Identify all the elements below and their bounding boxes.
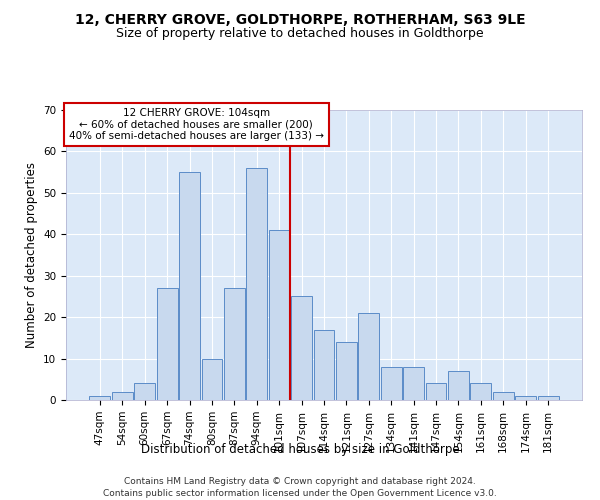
Bar <box>269 230 290 400</box>
Bar <box>336 342 357 400</box>
Bar <box>179 172 200 400</box>
Text: Contains public sector information licensed under the Open Government Licence v3: Contains public sector information licen… <box>103 489 497 498</box>
Bar <box>134 384 155 400</box>
Bar <box>381 367 401 400</box>
Text: 12, CHERRY GROVE, GOLDTHORPE, ROTHERHAM, S63 9LE: 12, CHERRY GROVE, GOLDTHORPE, ROTHERHAM,… <box>74 12 526 26</box>
Bar <box>470 384 491 400</box>
Bar <box>202 358 223 400</box>
Y-axis label: Number of detached properties: Number of detached properties <box>25 162 38 348</box>
Bar <box>157 288 178 400</box>
Bar <box>291 296 312 400</box>
Bar <box>538 396 559 400</box>
Text: Size of property relative to detached houses in Goldthorpe: Size of property relative to detached ho… <box>116 28 484 40</box>
Bar <box>515 396 536 400</box>
Bar <box>448 371 469 400</box>
Bar <box>247 168 267 400</box>
Bar <box>493 392 514 400</box>
Text: Contains HM Land Registry data © Crown copyright and database right 2024.: Contains HM Land Registry data © Crown c… <box>124 478 476 486</box>
Bar <box>425 384 446 400</box>
Bar <box>89 396 110 400</box>
Bar <box>224 288 245 400</box>
Text: Distribution of detached houses by size in Goldthorpe: Distribution of detached houses by size … <box>140 442 460 456</box>
Bar <box>314 330 334 400</box>
Bar <box>403 367 424 400</box>
Text: 12 CHERRY GROVE: 104sqm
← 60% of detached houses are smaller (200)
40% of semi-d: 12 CHERRY GROVE: 104sqm ← 60% of detache… <box>69 108 324 141</box>
Bar <box>112 392 133 400</box>
Bar <box>358 313 379 400</box>
